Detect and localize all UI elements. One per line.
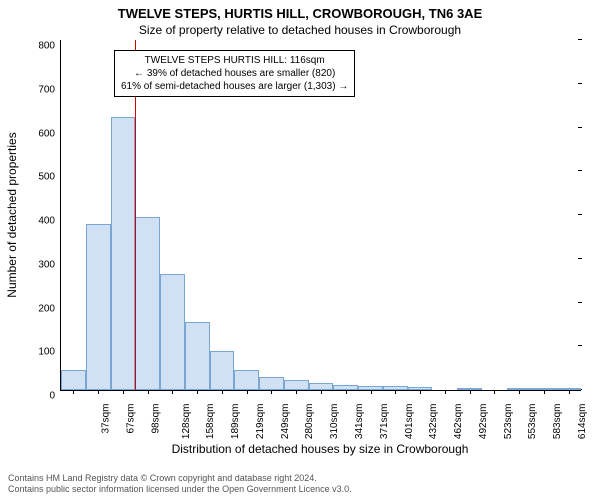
y-tick-mark xyxy=(578,258,582,259)
annotation-line2: ← 39% of detached houses are smaller (82… xyxy=(121,67,348,80)
histogram-bar xyxy=(160,274,185,390)
x-tick-label: 371sqm xyxy=(379,404,390,440)
x-axis-label: Distribution of detached houses by size … xyxy=(60,442,580,456)
x-tick-mark xyxy=(494,390,495,394)
annotation-line3: 61% of semi-detached houses are larger (… xyxy=(121,80,348,93)
x-tick-label: 37sqm xyxy=(101,404,112,434)
x-tick-label: 432sqm xyxy=(428,404,439,440)
y-tick-mark xyxy=(578,127,582,128)
x-tick-mark xyxy=(197,390,198,394)
x-tick-mark xyxy=(371,390,372,394)
x-tick-label: 189sqm xyxy=(230,404,241,440)
y-tick-mark xyxy=(578,39,582,40)
histogram-bar xyxy=(86,224,111,390)
histogram-bar xyxy=(309,383,334,390)
x-tick-mark xyxy=(321,390,322,394)
x-tick-mark xyxy=(569,390,570,394)
y-tick-mark xyxy=(578,214,582,215)
histogram-bar xyxy=(210,351,235,390)
x-tick-label: 401sqm xyxy=(404,404,415,440)
y-tick-label: 200 xyxy=(38,303,61,314)
x-tick-label: 583sqm xyxy=(552,404,563,440)
y-tick-mark xyxy=(578,83,582,84)
x-tick-label: 310sqm xyxy=(329,404,340,440)
chart-title: TWELVE STEPS, HURTIS HILL, CROWBOROUGH, … xyxy=(0,0,600,21)
x-tick-label: 219sqm xyxy=(255,404,266,440)
histogram-bar xyxy=(135,217,160,390)
x-tick-label: 523sqm xyxy=(503,404,514,440)
histogram-bar xyxy=(284,380,309,390)
x-tick-mark xyxy=(73,390,74,394)
x-tick-mark xyxy=(346,390,347,394)
histogram-bar xyxy=(234,370,259,390)
x-tick-mark xyxy=(148,390,149,394)
x-tick-label: 98sqm xyxy=(150,404,161,434)
x-tick-label: 462sqm xyxy=(453,404,464,440)
x-tick-label: 128sqm xyxy=(181,404,192,440)
y-tick-label: 0 xyxy=(49,391,61,402)
x-tick-label: 492sqm xyxy=(478,404,489,440)
x-tick-label: 553sqm xyxy=(527,404,538,440)
y-tick-label: 600 xyxy=(38,128,61,139)
x-tick-mark xyxy=(123,390,124,394)
x-tick-mark xyxy=(519,390,520,394)
x-tick-mark xyxy=(247,390,248,394)
x-tick-label: 249sqm xyxy=(280,404,291,440)
chart-container: TWELVE STEPS, HURTIS HILL, CROWBOROUGH, … xyxy=(0,0,600,500)
x-tick-mark xyxy=(172,390,173,394)
x-tick-label: 341sqm xyxy=(354,404,365,440)
histogram-bar xyxy=(259,377,284,390)
y-tick-mark xyxy=(578,170,582,171)
x-tick-mark xyxy=(420,390,421,394)
x-tick-mark xyxy=(445,390,446,394)
x-tick-label: 280sqm xyxy=(305,404,316,440)
footer-text: Contains HM Land Registry data © Crown c… xyxy=(8,473,352,496)
y-tick-mark xyxy=(578,302,582,303)
x-tick-mark xyxy=(98,390,99,394)
x-tick-label: 67sqm xyxy=(126,404,137,434)
y-axis-label: Number of detached properties xyxy=(5,132,19,297)
histogram-bar xyxy=(185,322,210,390)
y-tick-label: 700 xyxy=(38,84,61,95)
y-tick-mark xyxy=(578,345,582,346)
x-tick-mark xyxy=(470,390,471,394)
x-tick-label: 158sqm xyxy=(206,404,217,440)
x-tick-mark xyxy=(222,390,223,394)
y-tick-label: 800 xyxy=(38,41,61,52)
x-tick-mark xyxy=(395,390,396,394)
y-tick-label: 300 xyxy=(38,259,61,270)
histogram-bar xyxy=(111,117,136,390)
y-tick-label: 100 xyxy=(38,347,61,358)
footer-line2: Contains public sector information licen… xyxy=(8,484,352,496)
x-tick-mark xyxy=(296,390,297,394)
annotation-line1: TWELVE STEPS HURTIS HILL: 116sqm xyxy=(121,54,348,67)
x-tick-label: 614sqm xyxy=(577,404,588,440)
histogram-bar xyxy=(61,370,86,390)
y-tick-label: 400 xyxy=(38,216,61,227)
footer-line1: Contains HM Land Registry data © Crown c… xyxy=(8,473,352,485)
annotation-box: TWELVE STEPS HURTIS HILL: 116sqm ← 39% o… xyxy=(114,50,355,97)
x-tick-mark xyxy=(271,390,272,394)
x-tick-mark xyxy=(544,390,545,394)
y-tick-label: 500 xyxy=(38,172,61,183)
chart-subtitle: Size of property relative to detached ho… xyxy=(0,23,600,37)
